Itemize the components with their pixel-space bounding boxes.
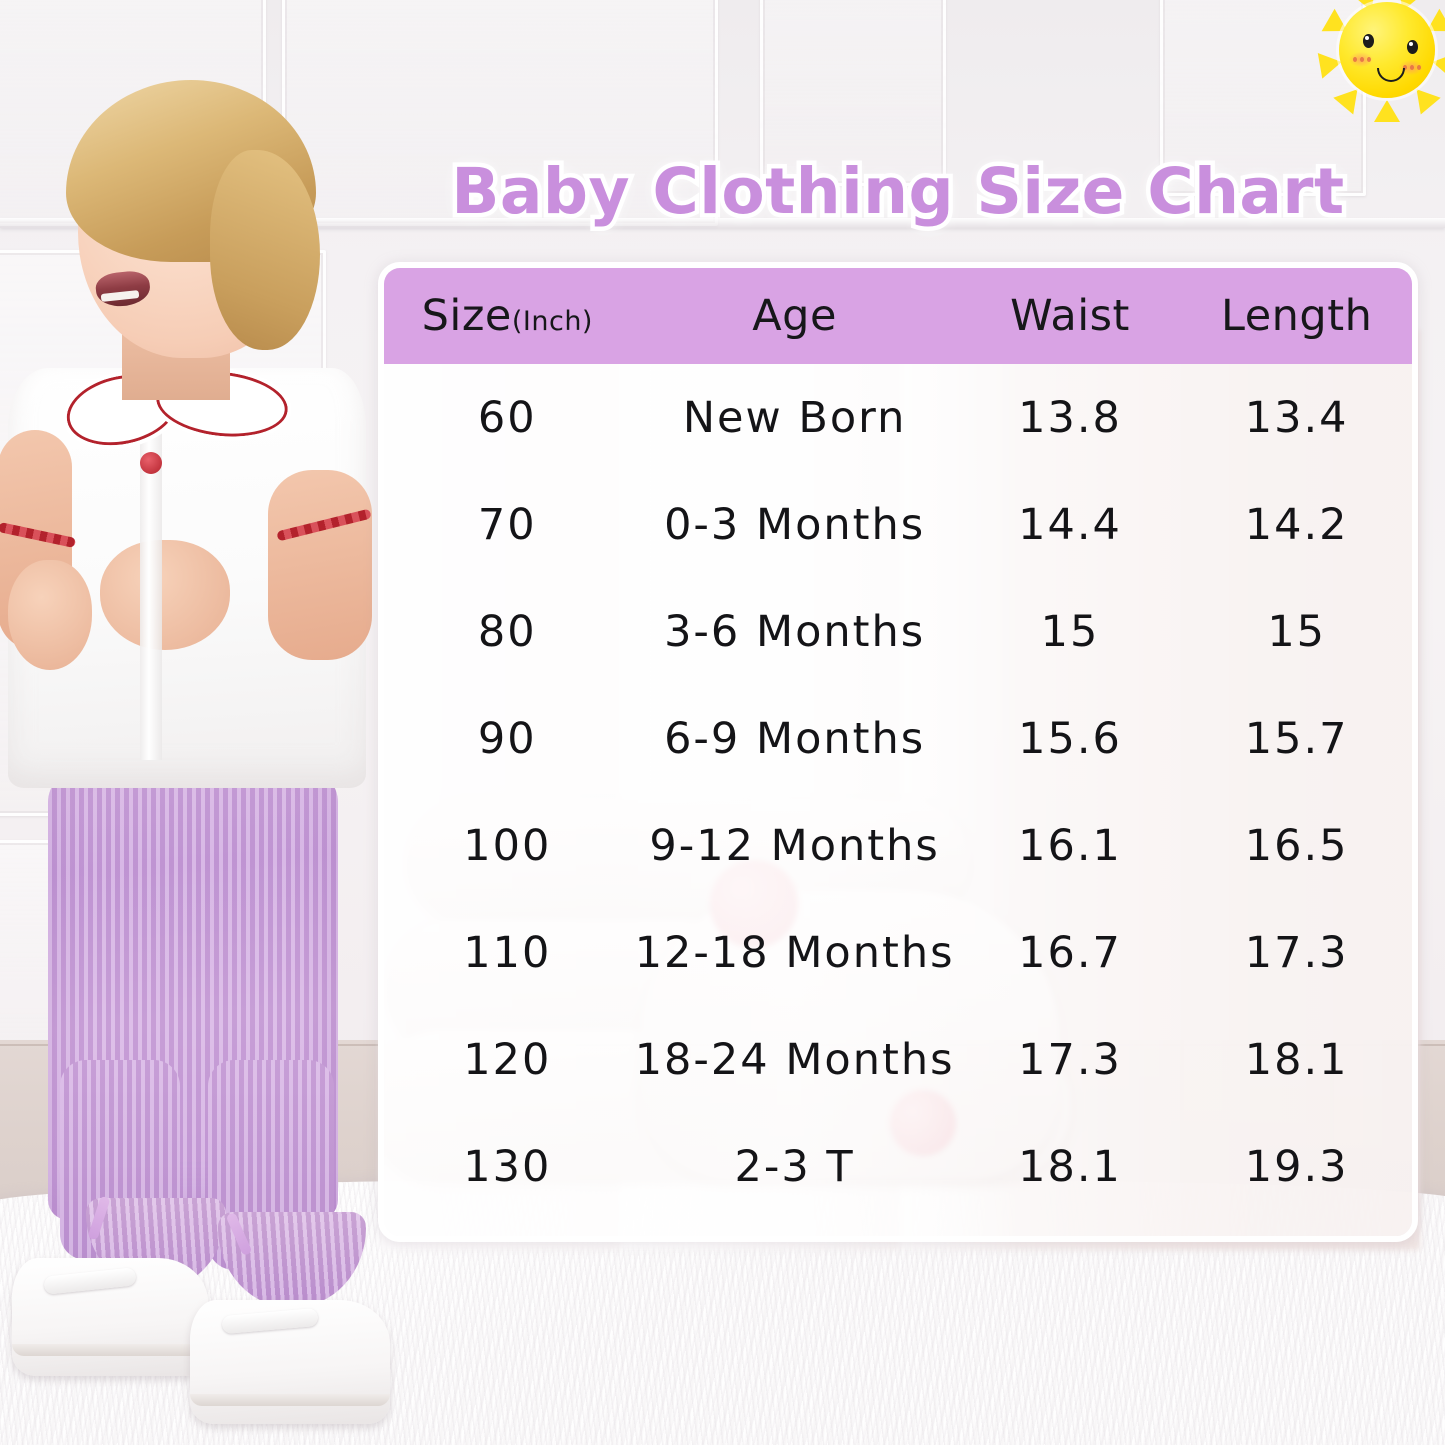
cell-waist: 17.3 (1018, 1034, 1122, 1085)
table-header-row: Size(Inch) Age Waist Length (384, 268, 1412, 364)
cell-waist: 14.4 (1018, 499, 1122, 550)
table-row: 80 3-6 Months 15 15 (384, 578, 1412, 685)
cell-length: 14.2 (1244, 499, 1349, 550)
table-row: 110 12-18 Months 16.7 17.3 (384, 899, 1412, 1006)
sun-eye-left (1363, 34, 1374, 48)
cell-age: 2-3 T (734, 1141, 855, 1192)
hair-side (210, 150, 320, 350)
wall-molding-panel (1160, 0, 1366, 196)
sun-cheek-left (1349, 52, 1373, 67)
sun-icon (1313, 0, 1445, 130)
cell-size: 110 (463, 927, 552, 978)
cell-length: 19.3 (1244, 1141, 1349, 1192)
cell-size: 80 (477, 606, 537, 657)
wall-chair-rail (0, 218, 1445, 228)
sneaker-sole-right (190, 1394, 390, 1406)
table-background (384, 268, 1412, 1236)
cell-size: 60 (477, 392, 537, 443)
table-row: 60 New Born 13.8 13.4 (384, 364, 1412, 471)
cell-waist: 13.8 (1018, 392, 1122, 443)
cell-size: 100 (463, 820, 552, 871)
cell-age: 9-12 Months (649, 820, 940, 871)
sneaker-sole-left (12, 1344, 208, 1356)
cell-length: 16.5 (1244, 820, 1349, 871)
table-row: 120 18-24 Months 17.3 18.1 (384, 1006, 1412, 1113)
shirt-placket (140, 380, 162, 760)
cell-age: 6-9 Months (664, 713, 926, 764)
table-row: 90 6-9 Months 15.6 15.7 (384, 685, 1412, 792)
cell-age: 0-3 Months (664, 499, 926, 550)
cell-age: 12-18 Months (634, 927, 955, 978)
wall-molding-panel (760, 0, 946, 186)
sun-cheek-right (1399, 60, 1423, 75)
table-row: 130 2-3 T 18.1 19.3 (384, 1113, 1412, 1220)
cell-size: 90 (477, 713, 537, 764)
page-title: Baby Clothing Size Chart (447, 151, 1349, 233)
arm-right (268, 470, 372, 660)
hand-left (8, 560, 92, 670)
cell-size: 120 (463, 1034, 552, 1085)
cell-waist: 15.6 (1018, 713, 1122, 764)
column-header-age: Age (752, 291, 837, 341)
cell-waist: 18.1 (1018, 1141, 1122, 1192)
baby-model-photo (0, 0, 395, 1445)
hand-right (100, 540, 230, 650)
sun-face (1339, 2, 1435, 98)
red-button (140, 452, 162, 474)
cell-length: 15 (1267, 606, 1327, 657)
cell-waist: 15 (1040, 606, 1100, 657)
cell-age: 18-24 Months (634, 1034, 955, 1085)
column-header-waist: Waist (1010, 291, 1130, 341)
cell-waist: 16.1 (1018, 820, 1122, 871)
size-chart-table: Size(Inch) Age Waist Length 60 New Born … (378, 262, 1418, 1242)
column-header-length: Length (1221, 291, 1373, 341)
sun-smile (1377, 68, 1405, 82)
table-row: 70 0-3 Months 14.4 14.2 (384, 471, 1412, 578)
cell-age: 3-6 Months (664, 606, 926, 657)
sun-eye-right (1407, 40, 1418, 54)
cell-length: 15.7 (1244, 713, 1349, 764)
cell-length: 17.3 (1244, 927, 1349, 978)
table-row: 100 9-12 Months 16.1 16.5 (384, 792, 1412, 899)
table-body: 60 New Born 13.8 13.4 70 0-3 Months 14.4… (384, 364, 1412, 1236)
cell-waist: 16.7 (1018, 927, 1122, 978)
cell-length: 13.4 (1244, 392, 1349, 443)
cell-length: 18.1 (1244, 1034, 1349, 1085)
cell-size: 130 (463, 1141, 552, 1192)
column-header-size: Size(Inch) (421, 291, 593, 341)
cell-size: 70 (477, 499, 537, 550)
cell-age: New Born (682, 392, 907, 443)
